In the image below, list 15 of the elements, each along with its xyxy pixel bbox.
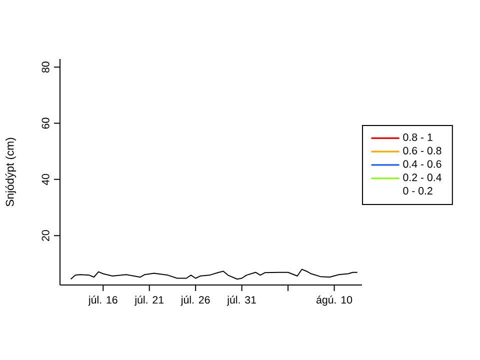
x-tick-label: júl. 21 <box>134 296 164 306</box>
legend-label: 0.4 - 0.6 <box>403 160 442 168</box>
x-tick-label: ágú. 10 <box>316 296 352 306</box>
legend-label: 0.2 - 0.4 <box>403 174 442 182</box>
text: 0 - 0.2 <box>403 187 432 195</box>
x-tick-label: júl. 26 <box>180 296 210 306</box>
legend-label: 0.8 - 1 <box>403 133 432 142</box>
y-tick-label: 60 <box>42 118 50 129</box>
y-tick-label: 40 <box>42 174 50 186</box>
y-axis-title: Snjódýpt (cm) <box>5 138 16 206</box>
y-tick-label: 80 <box>42 62 50 73</box>
x-tick-label: júl. 16 <box>88 296 118 306</box>
y-tick-label: 20 <box>42 230 50 241</box>
legend-label: 0.6 - 0.8 <box>403 146 442 154</box>
x-tick-label: júl. 31 <box>226 296 256 306</box>
